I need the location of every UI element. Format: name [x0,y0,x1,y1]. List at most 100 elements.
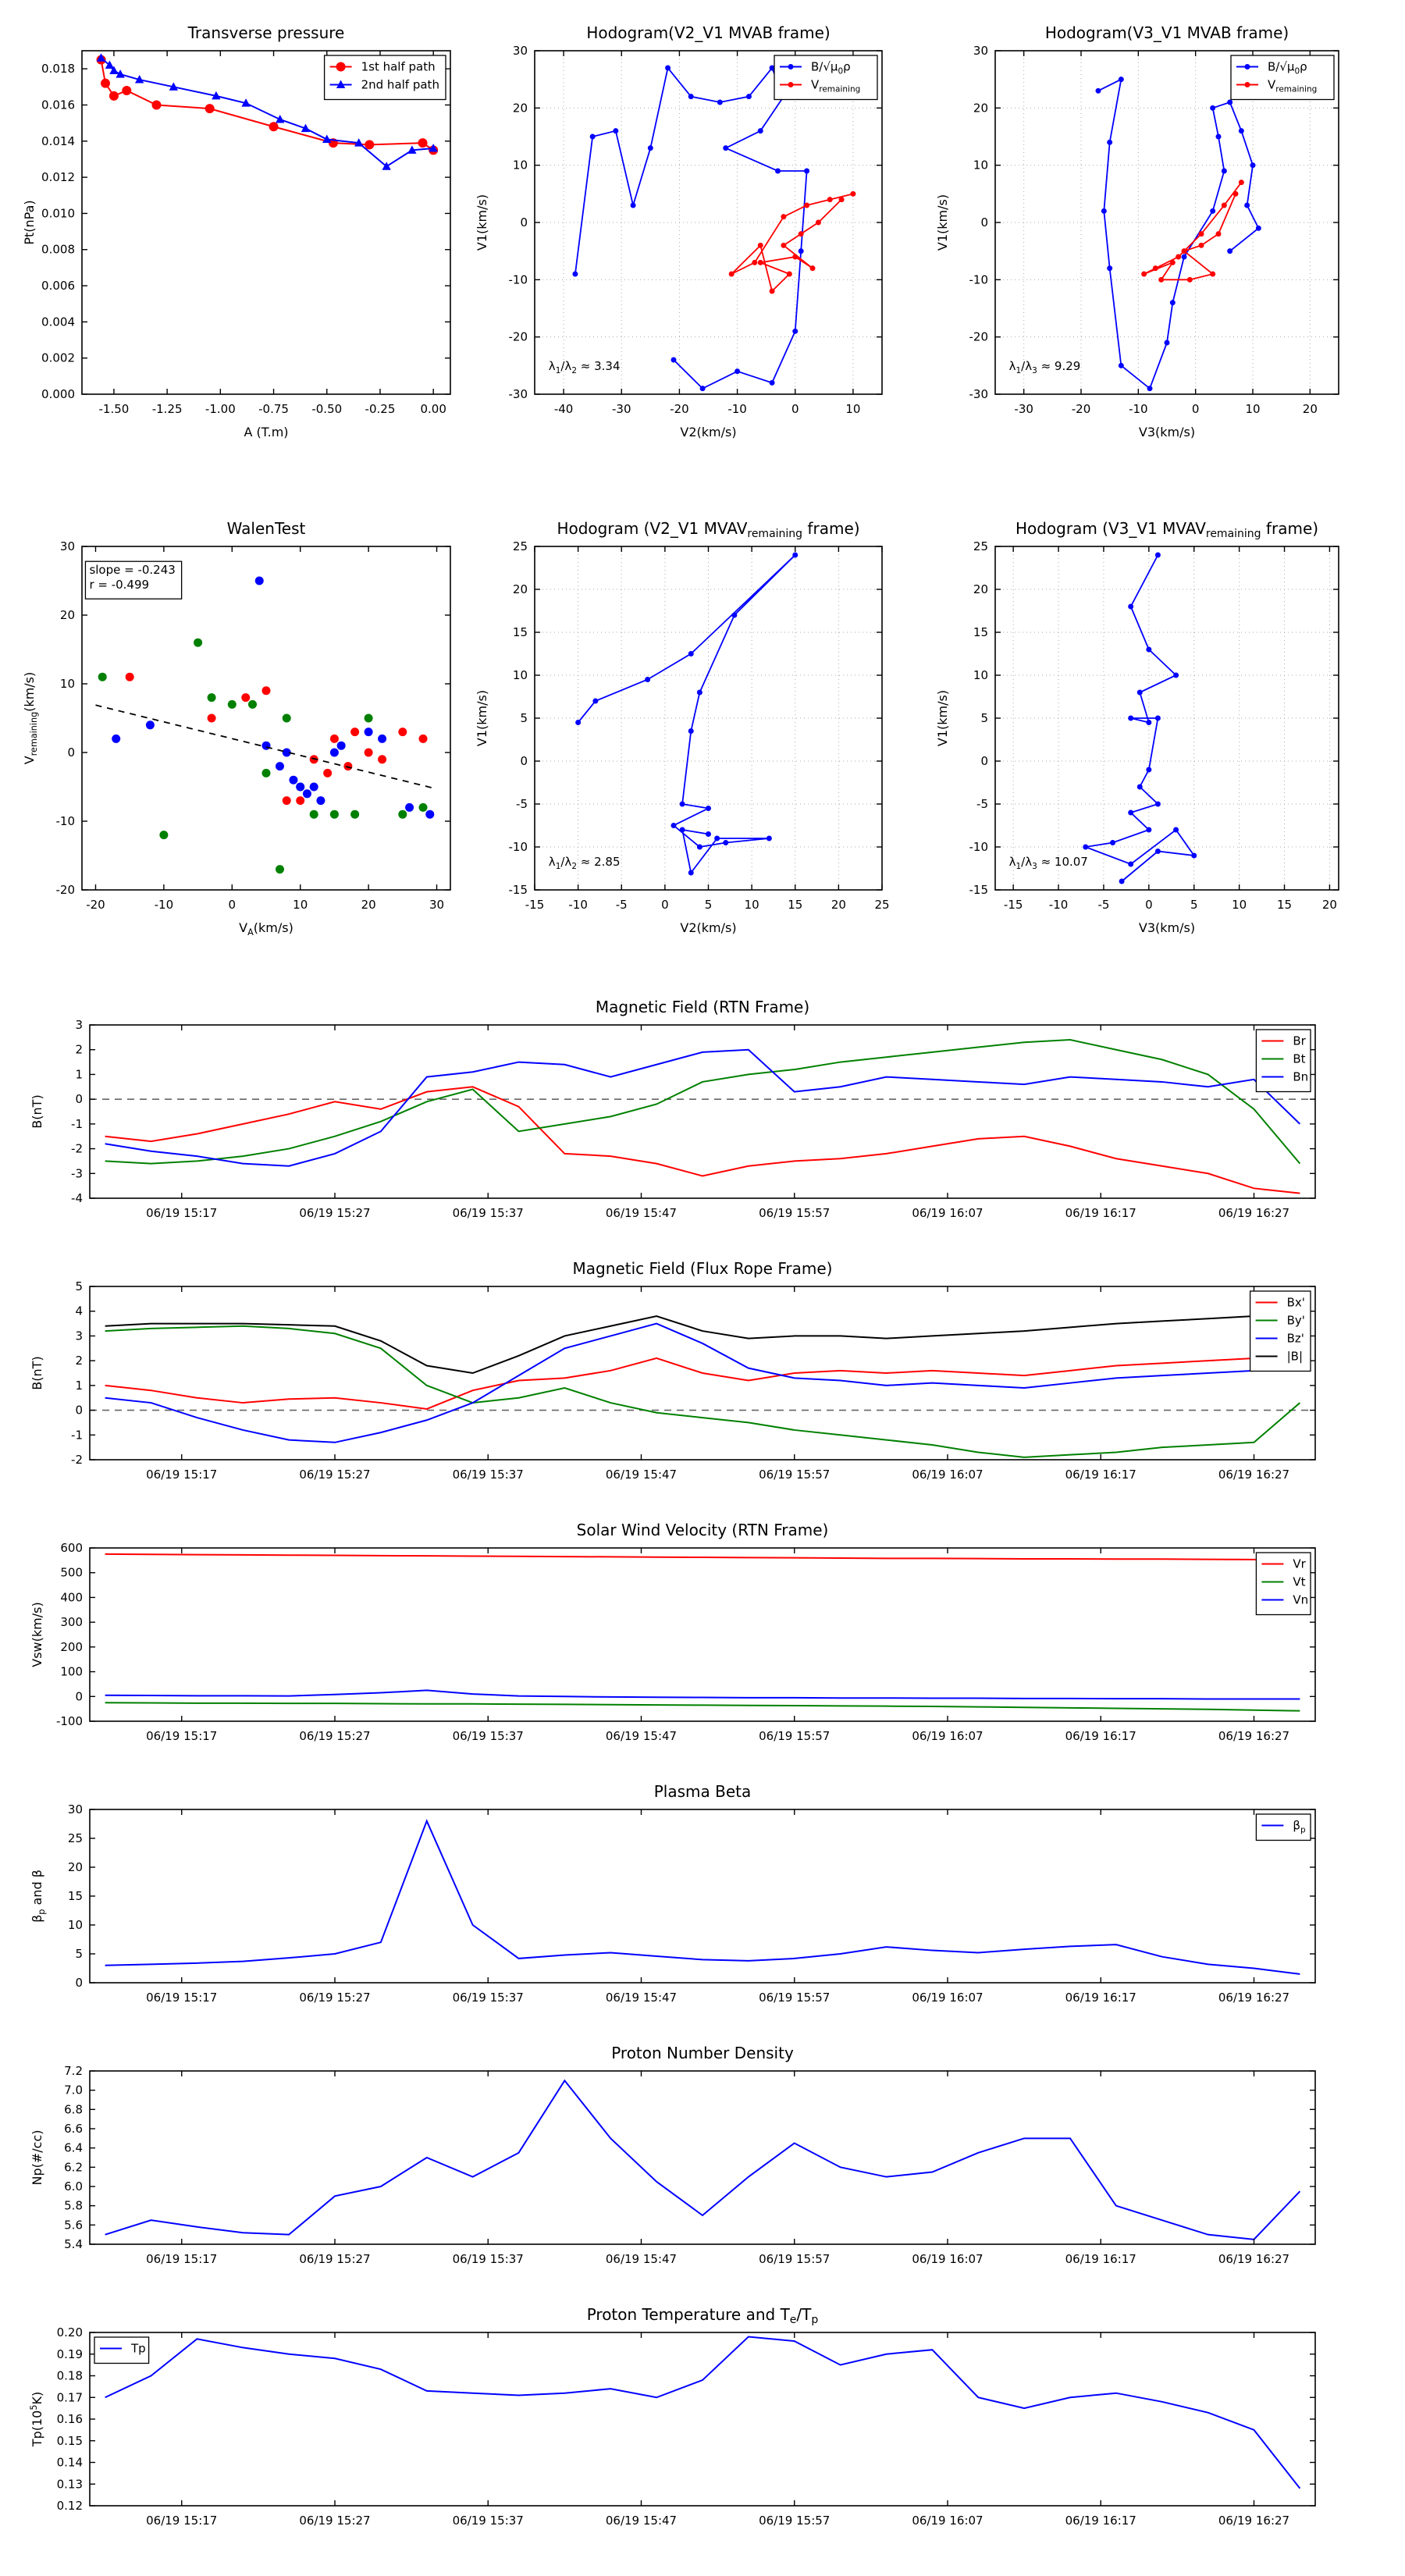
svg-text:-10: -10 [969,840,989,854]
svg-text:0.016: 0.016 [41,98,75,112]
svg-text:Vn: Vn [1293,1593,1308,1607]
svg-text:300: 300 [60,1615,83,1629]
svg-text:5: 5 [1190,898,1198,912]
svg-text:06/19 16:17: 06/19 16:17 [1065,2514,1136,2528]
svg-text:0.14: 0.14 [57,2456,83,2470]
chart-solar-wind-velocity: 06/19 15:17 06/19 15:27 06/19 15:37 06/19 1… [12,1510,1354,1768]
svg-text:0.004: 0.004 [41,315,75,329]
svg-text:Tp(105K): Tp(105K) [29,2392,44,2447]
svg-text:Vremaining: Vremaining [1268,78,1317,94]
svg-text:20: 20 [68,1860,83,1874]
svg-text:-20: -20 [56,883,76,897]
svg-text:0.00: 0.00 [420,402,446,416]
svg-text:0: 0 [980,215,988,229]
svg-text:20: 20 [1322,898,1337,912]
svg-text:-1.00: -1.00 [205,402,236,416]
svg-text:06/19 16:17: 06/19 16:17 [1065,1729,1136,1743]
svg-text:V1(km/s): V1(km/s) [935,690,950,746]
svg-text:06/19 16:07: 06/19 16:07 [912,1729,983,1743]
chart-magnetic-field-fluxrope: 06/19 15:17 06/19 15:27 06/19 15:37 06/19 1… [12,1249,1354,1507]
svg-text:0: 0 [75,1689,83,1703]
svg-text:20: 20 [513,101,528,115]
svg-text:-30: -30 [1014,402,1033,416]
svg-text:-2: -2 [71,1142,83,1156]
svg-text:200: 200 [60,1640,83,1654]
svg-text:2: 2 [75,1043,83,1057]
svg-text:-1: -1 [71,1117,83,1131]
svg-text:20: 20 [973,101,988,115]
svg-text:Vremaining: Vremaining [811,78,860,94]
svg-text:-40: -40 [554,402,574,416]
svg-text:-5: -5 [616,898,628,912]
svg-text:06/19 15:37: 06/19 15:37 [453,2252,524,2266]
svg-text:10: 10 [845,402,860,416]
svg-text:λ1/λ3 ≈ 9.29: λ1/λ3 ≈ 9.29 [1009,359,1081,375]
svg-text:0.13: 0.13 [57,2477,83,2491]
svg-text:10: 10 [60,677,75,691]
svg-text:06/19 15:27: 06/19 15:27 [299,1729,370,1743]
svg-text:-15: -15 [969,883,989,897]
svg-text:15: 15 [68,1889,83,1903]
svg-text:Bt: Bt [1293,1052,1305,1066]
svg-text:06/19 15:57: 06/19 15:57 [759,2252,830,2266]
svg-text:-0.75: -0.75 [258,402,289,416]
svg-text:3: 3 [75,1018,83,1032]
svg-text:06/19 16:07: 06/19 16:07 [912,1206,983,1220]
svg-text:-10: -10 [1129,402,1148,416]
svg-text:06/19 15:17: 06/19 15:17 [146,1991,217,2005]
svg-text:7.0: 7.0 [64,2083,83,2097]
chart-walen-test: -20 -10 0 10 20 30 -20 -10 0 10 20 30 WalenTest VA(km… [4,503,464,956]
svg-text:600: 600 [60,1541,83,1555]
svg-text:Br: Br [1293,1034,1306,1048]
svg-text:B(nT): B(nT) [30,1356,44,1389]
svg-text:06/19 15:47: 06/19 15:47 [606,2252,677,2266]
svg-text:6.4: 6.4 [64,2141,83,2155]
svg-text:10: 10 [973,158,988,173]
svg-text:06/19 15:47: 06/19 15:47 [606,1206,677,1220]
svg-text:Hodogram (V2_V1 MVAVremaining: Hodogram (V2_V1 MVAVremaining frame) [557,519,859,540]
svg-text:20: 20 [1303,402,1318,416]
svg-text:B/√μ0ρ: B/√μ0ρ [1268,60,1307,76]
svg-text:06/19 15:17: 06/19 15:17 [146,1729,217,1743]
svg-text:|B|: |B| [1287,1350,1303,1364]
svg-text:Vt: Vt [1293,1575,1305,1589]
svg-text:06/19 16:07: 06/19 16:07 [912,1991,983,2005]
svg-text:06/19 16:07: 06/19 16:07 [912,2252,983,2266]
svg-text:Bn: Bn [1293,1070,1308,1084]
svg-text:V1(km/s): V1(km/s) [475,690,489,746]
svg-text:0.000: 0.000 [41,387,75,401]
svg-text:25: 25 [973,539,988,553]
svg-text:-4: -4 [71,1191,83,1205]
svg-text:-10: -10 [969,272,989,286]
svg-text:0: 0 [67,745,75,760]
svg-text:06/19 16:27: 06/19 16:27 [1218,2252,1289,2266]
svg-text:V3(km/s): V3(km/s) [1139,920,1195,935]
svg-text:0: 0 [980,754,988,768]
svg-text:Magnetic Field (RTN Frame): Magnetic Field (RTN Frame) [596,998,809,1016]
svg-text:06/19 16:27: 06/19 16:27 [1218,1729,1289,1743]
svg-text:Hodogram (V3_V1 MVAVremaining: Hodogram (V3_V1 MVAVremaining frame) [1016,519,1318,540]
svg-text:6.6: 6.6 [64,2122,83,2136]
svg-text:-20: -20 [1072,402,1091,416]
svg-text:15: 15 [973,625,988,639]
svg-text:20: 20 [831,898,846,912]
svg-text:0: 0 [75,1092,83,1106]
svg-text:0.17: 0.17 [57,2390,83,2404]
svg-text:Pt(nPa): Pt(nPa) [22,200,37,244]
svg-text:30: 30 [68,1802,83,1816]
svg-text:5: 5 [705,898,713,912]
svg-text:-10: -10 [1049,898,1069,912]
svg-text:WalenTest: WalenTest [227,519,306,538]
svg-text:r = -0.499: r = -0.499 [89,578,149,592]
svg-text:15: 15 [1277,898,1292,912]
svg-text:λ1/λ2 ≈ 3.34: λ1/λ2 ≈ 3.34 [549,359,621,375]
svg-text:10: 10 [513,668,528,682]
svg-text:Bx': Bx' [1287,1296,1305,1310]
svg-text:06/19 15:37: 06/19 15:37 [453,1729,524,1743]
svg-text:06/19 16:27: 06/19 16:27 [1218,1991,1289,2005]
svg-text:5.4: 5.4 [64,2237,83,2251]
svg-text:400: 400 [60,1590,83,1604]
svg-text:-20: -20 [969,330,989,344]
svg-text:-10: -10 [155,898,174,912]
svg-text:10: 10 [68,1918,83,1932]
